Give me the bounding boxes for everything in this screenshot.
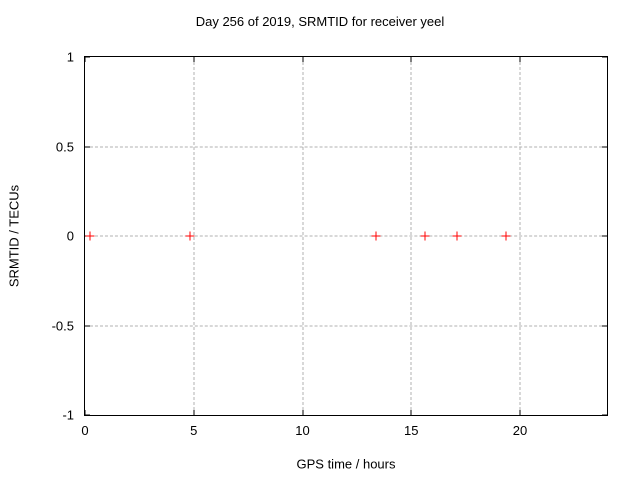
x-tick-label: 5 bbox=[190, 423, 198, 438]
x-tick-mark bbox=[519, 57, 521, 62]
y-tick-mark bbox=[85, 325, 90, 326]
x-tick-mark bbox=[302, 410, 303, 415]
y-tick-label: -0.5 bbox=[51, 318, 74, 333]
grid-line-y bbox=[85, 325, 607, 326]
x-tick-mark bbox=[84, 57, 86, 62]
y-tick-mark bbox=[85, 146, 90, 147]
x-tick-mark bbox=[410, 410, 412, 415]
x-tick-mark bbox=[193, 57, 195, 62]
chart-title: Day 256 of 2019, SRMTID for receiver yee… bbox=[195, 14, 445, 29]
x-tick-mark bbox=[519, 410, 521, 415]
x-tick-mark bbox=[193, 410, 195, 415]
data-point-marker bbox=[501, 231, 511, 241]
data-point-marker bbox=[185, 231, 195, 241]
data-point-marker bbox=[85, 231, 95, 241]
x-axis-title: GPS time / hours bbox=[296, 456, 396, 472]
y-tick-label: 0 bbox=[66, 228, 74, 244]
y-tick-mark bbox=[602, 146, 607, 147]
grid-line-y bbox=[85, 146, 607, 147]
x-tick-label: 15 bbox=[404, 423, 419, 438]
y-tick-mark bbox=[602, 56, 607, 58]
x-tick-label: 10 bbox=[295, 423, 310, 438]
data-point-marker bbox=[452, 231, 462, 241]
x-tick-label: 20 bbox=[512, 423, 528, 438]
y-tick-mark bbox=[602, 414, 607, 416]
y-tick-mark bbox=[602, 325, 607, 326]
x-tick-mark bbox=[410, 57, 412, 62]
y-tick-mark bbox=[602, 235, 607, 237]
plot-area: 0 5 10 15 20 -1 -0.5 0 0.5 1 bbox=[52, 50, 608, 438]
y-tick-label: -1 bbox=[62, 407, 74, 423]
data-point-marker bbox=[420, 231, 430, 241]
y-tick-mark bbox=[85, 414, 90, 416]
x-tick-mark bbox=[302, 57, 303, 62]
y-tick-label: 1 bbox=[66, 49, 74, 65]
y-axis-title: SRMTID / TECUs bbox=[6, 184, 22, 288]
y-tick-label: 0.5 bbox=[55, 139, 74, 154]
data-point-marker bbox=[371, 231, 381, 241]
y-tick-mark bbox=[85, 56, 90, 58]
grid-line-y bbox=[85, 235, 607, 237]
x-tick-label: 0 bbox=[81, 423, 89, 438]
x-tick-mark bbox=[84, 410, 86, 415]
